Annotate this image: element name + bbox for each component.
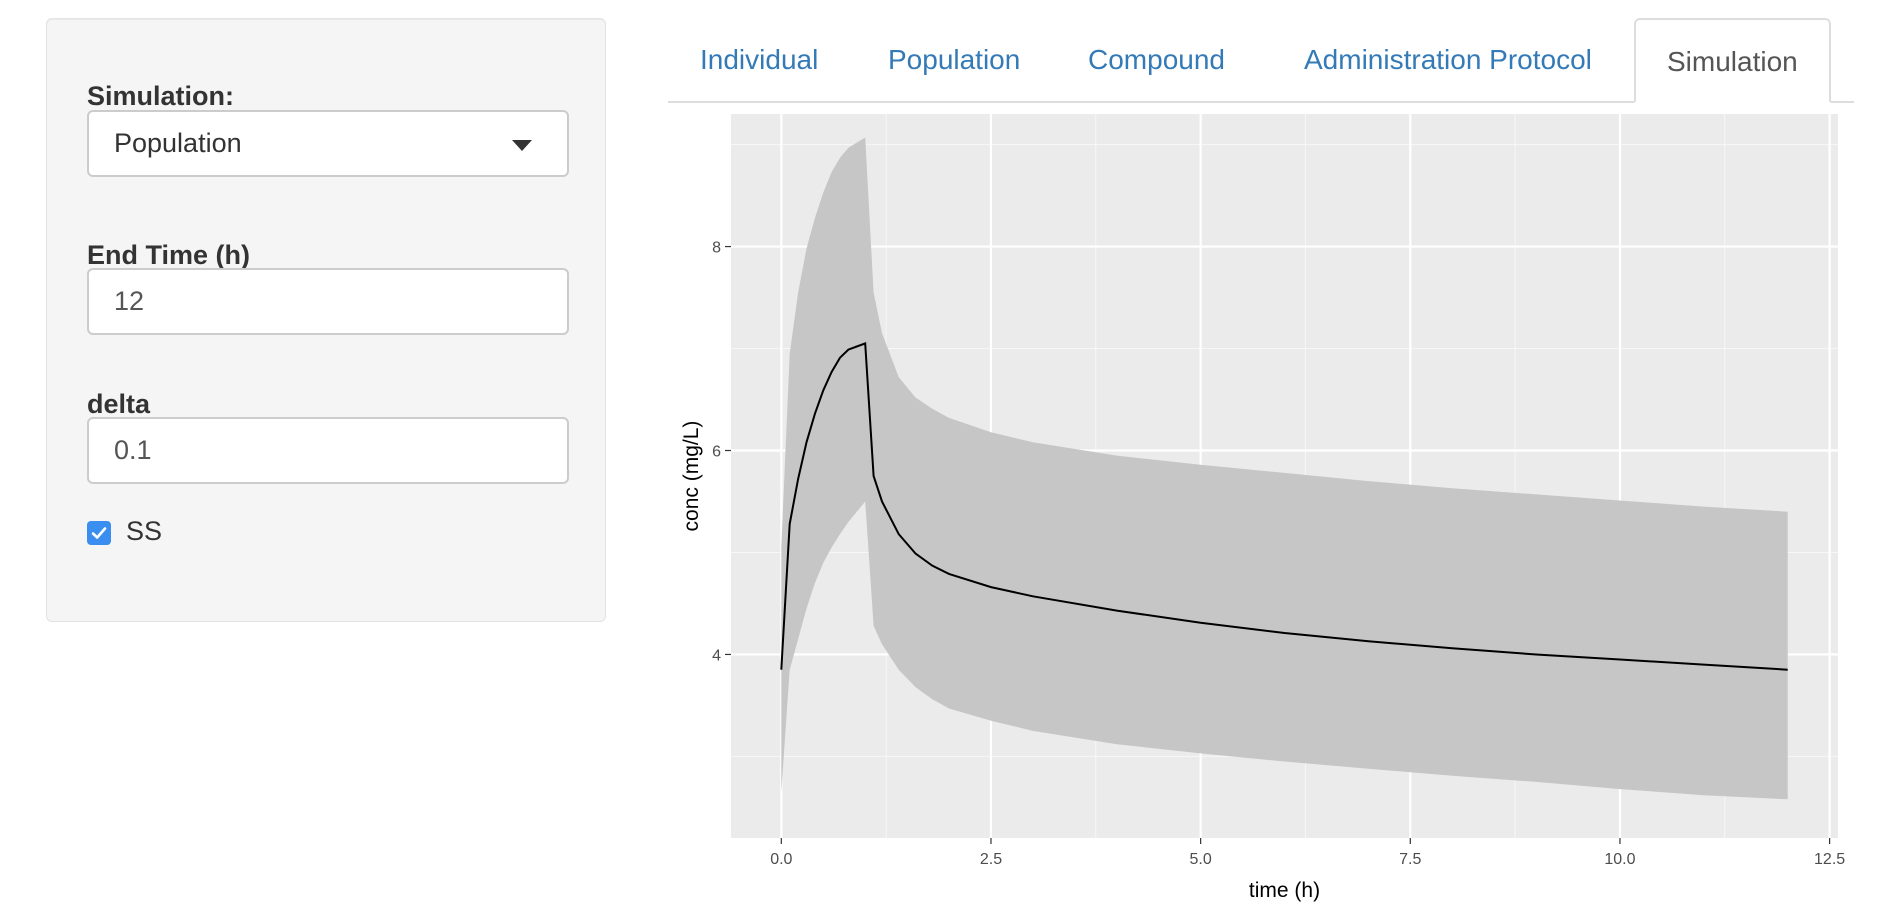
check-icon xyxy=(91,527,107,539)
tab-administration-protocol[interactable]: Administration Protocol xyxy=(1304,44,1592,75)
ss-checkbox[interactable] xyxy=(87,521,111,545)
sidebar-panel: Simulation: Population End Time (h) delt… xyxy=(46,18,606,622)
y-tick-label: 8 xyxy=(712,240,721,257)
y-axis-ticks: 4 6 8 xyxy=(712,240,731,664)
end-time-label: End Time (h) xyxy=(87,240,251,270)
delta-input[interactable] xyxy=(87,417,569,484)
x-tick-label: 5.0 xyxy=(1190,851,1212,868)
y-axis-title: conc (mg/L) xyxy=(680,421,703,532)
x-tick-label: 10.0 xyxy=(1604,851,1635,868)
tab-individual[interactable]: Individual xyxy=(700,44,819,75)
tab-population[interactable]: Population xyxy=(888,44,1021,75)
ss-checkbox-label: SS xyxy=(126,516,163,546)
simulation-select-value: Population xyxy=(114,128,242,158)
y-tick-label: 4 xyxy=(712,647,721,664)
confidence-ribbon xyxy=(781,137,1788,800)
tab-simulation[interactable]: Simulation xyxy=(1634,18,1831,103)
delta-label: delta xyxy=(87,389,151,419)
end-time-input[interactable] xyxy=(87,268,569,335)
concentration-chart: 0.0 2.5 5.0 7.5 10.0 12.5 4 6 8 time (h) conc (… xyxy=(680,114,1845,902)
simulation-select[interactable]: Population xyxy=(87,110,569,177)
x-axis-ticks: 0.0 2.5 5.0 7.5 10.0 12.5 xyxy=(770,838,1845,868)
x-tick-label: 2.5 xyxy=(980,851,1002,868)
x-tick-label: 7.5 xyxy=(1399,851,1421,868)
x-axis-title: time (h) xyxy=(1249,879,1320,902)
chevron-down-icon xyxy=(512,140,532,151)
y-tick-label: 6 xyxy=(712,444,721,461)
x-tick-label: 12.5 xyxy=(1814,851,1845,868)
simulation-label: Simulation: xyxy=(87,81,234,111)
tab-bar: Individual Population Compound Administr… xyxy=(668,18,1854,103)
tab-compound[interactable]: Compound xyxy=(1088,44,1225,75)
x-tick-label: 0.0 xyxy=(770,851,792,868)
mean-concentration-line xyxy=(780,341,1788,671)
